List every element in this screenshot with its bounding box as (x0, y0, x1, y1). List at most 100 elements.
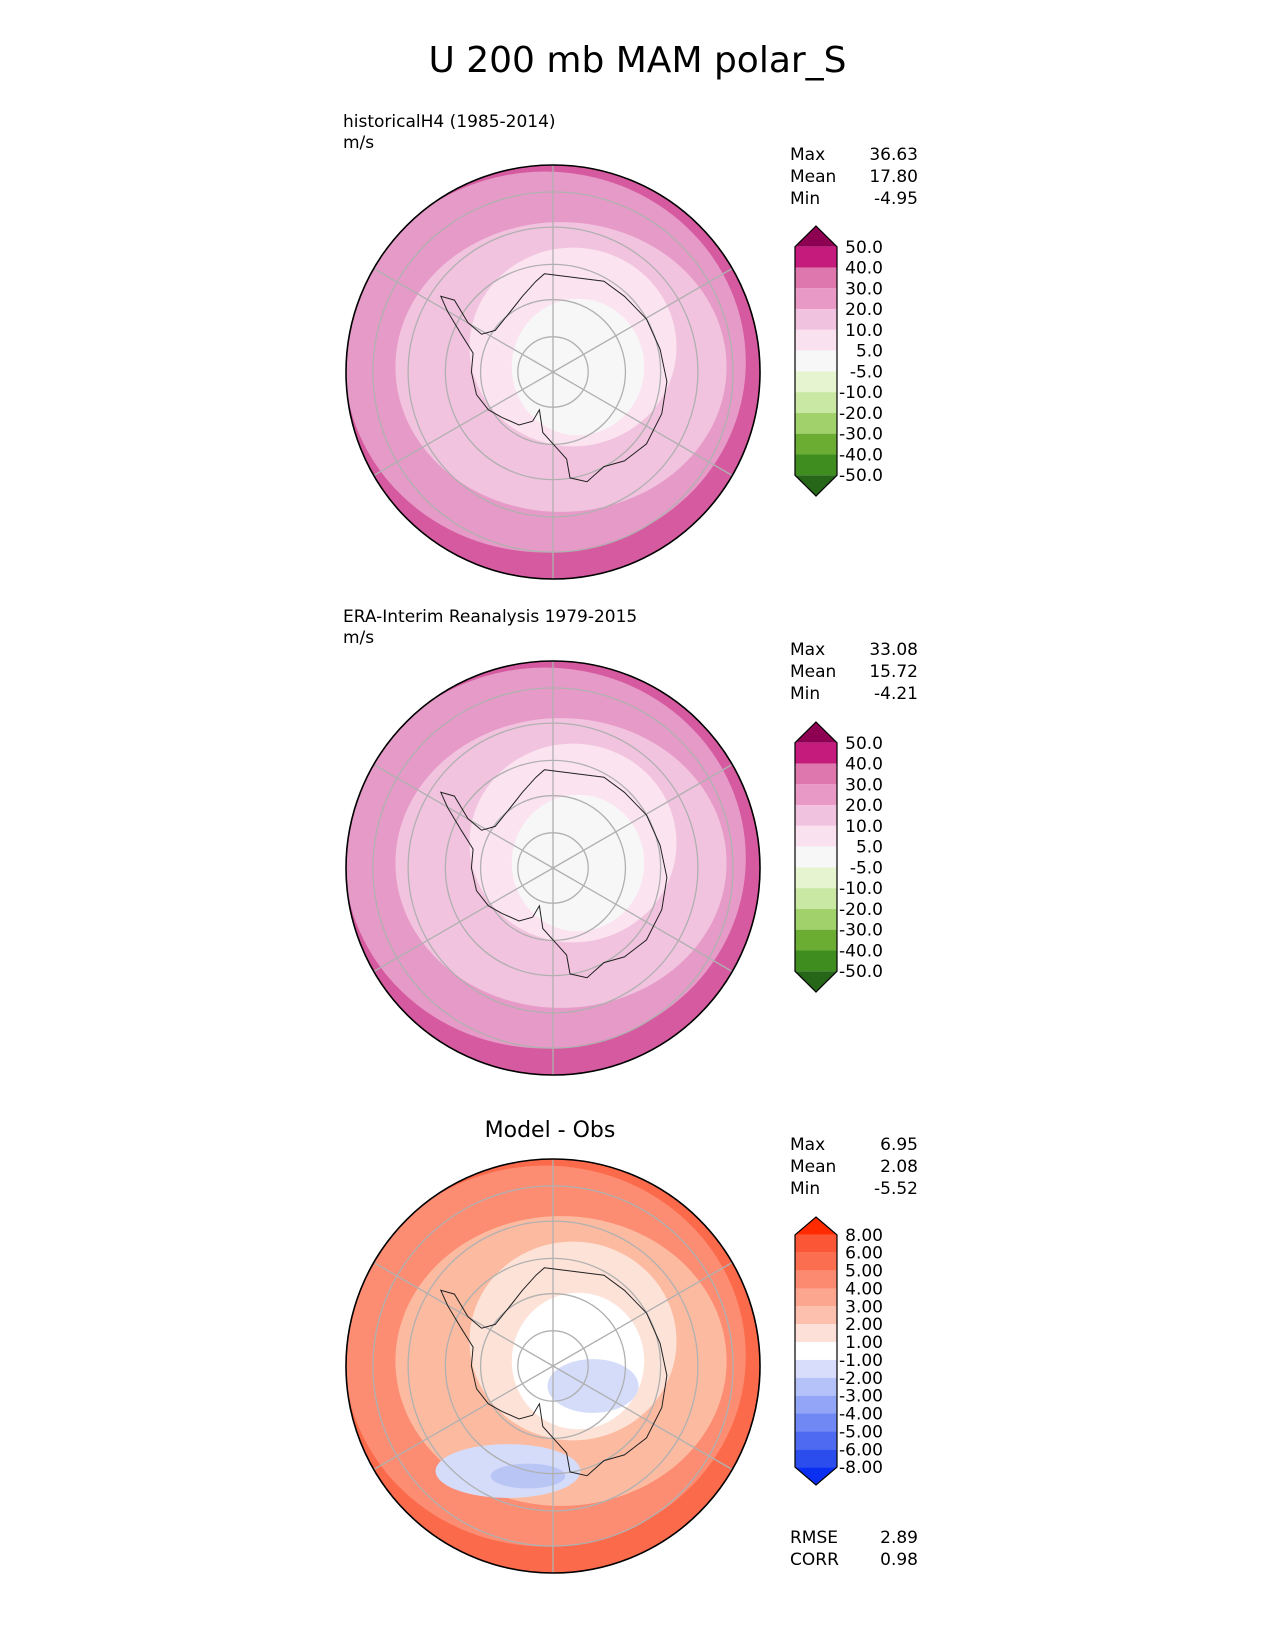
stat-row-min: Min -4.95 (790, 188, 918, 210)
antarctica-coastline (439, 273, 668, 483)
colorbar-swatch (795, 1359, 837, 1378)
colorbar-tick-label: 30.0 (845, 279, 883, 299)
colorbar-extend-top (795, 1217, 837, 1235)
colorbar-swatch (795, 288, 837, 310)
stat-row-rmse: RMSE 2.89 (790, 1527, 918, 1549)
longitude-line (552, 867, 733, 973)
stat-value: -5.52 (874, 1179, 918, 1199)
colorbar-swatch (795, 888, 837, 909)
colorbar-swatch (795, 392, 837, 413)
map-border (345, 1158, 761, 1574)
longitude-line (373, 867, 554, 973)
colorbar-extend-bottom (795, 475, 837, 496)
longitude-line (373, 267, 554, 373)
stat-label: RMSE (790, 1528, 839, 1548)
map-border (345, 660, 761, 1076)
colorbar-2: 50.040.030.020.010.05.0-5.0-10.0-20.0-30… (794, 721, 883, 993)
colorbar-tick-label: -6.00 (839, 1440, 883, 1460)
stat-value: 2.08 (880, 1157, 918, 1177)
colorbar-tick-label: -5.0 (850, 858, 883, 878)
colorbar-tick-label: 5.0 (856, 838, 883, 858)
colorbar-swatch (795, 309, 837, 330)
longitude-line (373, 371, 554, 477)
stat-value: 36.63 (869, 145, 918, 165)
colorbar-swatch (795, 454, 837, 476)
colorbar-swatch (795, 908, 837, 930)
stat-row-mean: Mean 15.72 (790, 661, 918, 683)
map-border (345, 164, 761, 580)
colorbar-tick-label: -30.0 (839, 921, 883, 941)
colorbar-swatch (795, 929, 837, 951)
stat-value: 17.80 (869, 167, 918, 187)
colorbar-3: 8.006.005.004.003.002.001.00-1.00-2.00-3… (794, 1216, 883, 1486)
panel-1-stats: Max 36.63 Mean 17.80 Min -4.95 (790, 144, 918, 210)
longitude-line (552, 267, 733, 373)
map-fill (346, 661, 760, 1075)
panel-2-units: m/s (343, 628, 375, 648)
colorbar-swatch (795, 846, 837, 868)
colorbar-tick-label: -30.0 (839, 425, 883, 445)
colorbar-tick-label: 1.00 (845, 1333, 883, 1353)
stat-value: 33.08 (869, 640, 918, 660)
stat-label: Max (790, 1135, 826, 1155)
colorbar-tick-label: -20.0 (839, 404, 883, 424)
stat-row-max: Max 6.95 (790, 1134, 918, 1156)
colorbar-tick-label: -2.00 (839, 1369, 883, 1389)
colorbar-swatch (795, 1252, 837, 1271)
colorbar-tick-label: -4.00 (839, 1405, 883, 1425)
stat-label: Mean (790, 1157, 837, 1177)
stat-label: Mean (790, 662, 837, 682)
colorbar-tick-label: -10.0 (839, 383, 883, 403)
stat-value: 0.98 (880, 1550, 918, 1570)
colorbar-swatch (795, 1234, 837, 1253)
colorbar-tick-label: 10.0 (845, 321, 883, 341)
panel-2-title: ERA-Interim Reanalysis 1979-2015 (343, 607, 638, 627)
colorbar-tick-label: 40.0 (845, 259, 883, 279)
colorbar-swatch (795, 867, 837, 889)
colorbar-tick-label: 2.00 (845, 1315, 883, 1335)
colorbar-swatch (795, 784, 837, 806)
colorbar-swatch (795, 1270, 837, 1289)
contour-band-core (511, 298, 645, 436)
colorbar-tick-label: 50.0 (845, 238, 883, 258)
stat-row-mean: Mean 17.80 (790, 166, 918, 188)
longitude-line (552, 1261, 733, 1367)
colorbar-tick-label: 3.00 (845, 1297, 883, 1317)
colorbar-extend-top (795, 722, 837, 743)
stat-value: -4.21 (874, 684, 918, 704)
antarctica-coastline (439, 1267, 668, 1477)
longitude-line (373, 1365, 554, 1471)
longitude-line (373, 1261, 554, 1367)
colorbar-swatch (795, 350, 837, 372)
colorbar-tick-label: 6.00 (845, 1244, 883, 1264)
stat-row-max: Max 33.08 (790, 639, 918, 661)
map-fill (346, 165, 760, 579)
colorbar-tick-label: 5.0 (856, 342, 883, 362)
stat-value: 6.95 (880, 1135, 918, 1155)
stat-label: Max (790, 640, 826, 660)
colorbar-extend-bottom (795, 1467, 837, 1485)
colorbar-tick-label: -50.0 (839, 466, 883, 486)
stat-row-min: Min -4.21 (790, 683, 918, 705)
stat-value: -4.95 (874, 189, 918, 209)
stat-label: Min (790, 1179, 821, 1199)
colorbar-swatch (795, 433, 837, 455)
colorbar-tick-label: 8.00 (845, 1226, 883, 1246)
stat-label: Min (790, 684, 821, 704)
map-panel-1 (345, 164, 761, 580)
colorbar-extend-bottom (795, 971, 837, 992)
stat-value: 2.89 (880, 1528, 918, 1548)
colorbar-tick-label: -8.00 (839, 1458, 883, 1478)
panel-1-units: m/s (343, 133, 375, 153)
stat-label: Max (790, 145, 826, 165)
stat-row-min: Min -5.52 (790, 1178, 918, 1200)
stat-row-mean: Mean 2.08 (790, 1156, 918, 1178)
colorbar-tick-label: -1.00 (839, 1351, 883, 1371)
colorbar-tick-label: 50.0 (845, 734, 883, 754)
map-panel-3 (345, 1158, 761, 1574)
colorbar-tick-label: 10.0 (845, 817, 883, 837)
colorbar-swatch (795, 742, 837, 764)
longitude-line (373, 763, 554, 869)
colorbar-swatch (795, 371, 837, 393)
panel-1-title: historicalH4 (1985-2014) (343, 112, 556, 132)
